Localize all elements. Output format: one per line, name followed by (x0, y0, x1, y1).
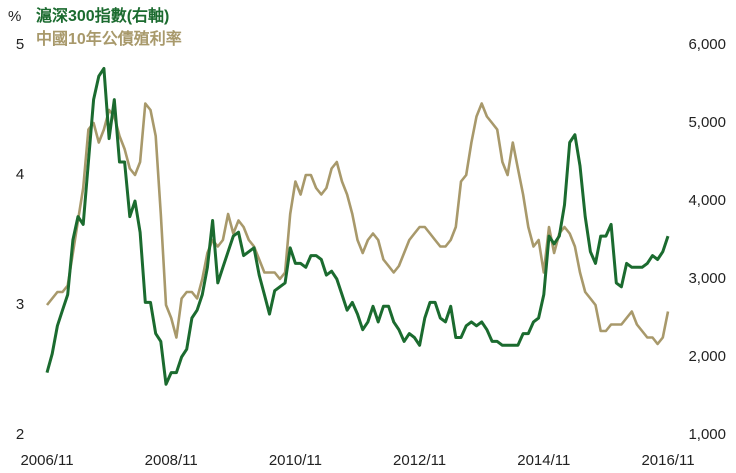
x-tick-label: 2014/11 (517, 452, 570, 469)
x-tick-label: 2010/11 (269, 452, 322, 469)
y-tick-label: 5 (16, 36, 24, 53)
y-tick-label: 2 (16, 426, 24, 443)
legend-entry: 中國10年公債殖利率 (36, 29, 182, 48)
y2-tick-label: 1,000 (688, 426, 726, 443)
y2-tick-label: 5,000 (688, 114, 726, 131)
y2-tick-label: 6,000 (688, 36, 726, 53)
y2-tick-label: 2,000 (688, 348, 726, 365)
x-tick-label: 2006/11 (20, 452, 73, 469)
y2-tick-label: 4,000 (688, 192, 726, 209)
y2-tick-label: 3,000 (688, 270, 726, 287)
y-tick-label: 3 (16, 296, 24, 313)
x-tick-label: 2016/11 (641, 452, 694, 469)
x-tick-label: 2012/11 (393, 452, 446, 469)
y-axis-label: % (8, 8, 21, 25)
legend-entry: 滬深300指數(右軸) (36, 6, 169, 25)
line (45, 66, 670, 386)
x-tick-label: 2008/11 (145, 452, 198, 469)
line (45, 102, 670, 346)
y-tick-label: 4 (16, 166, 24, 183)
